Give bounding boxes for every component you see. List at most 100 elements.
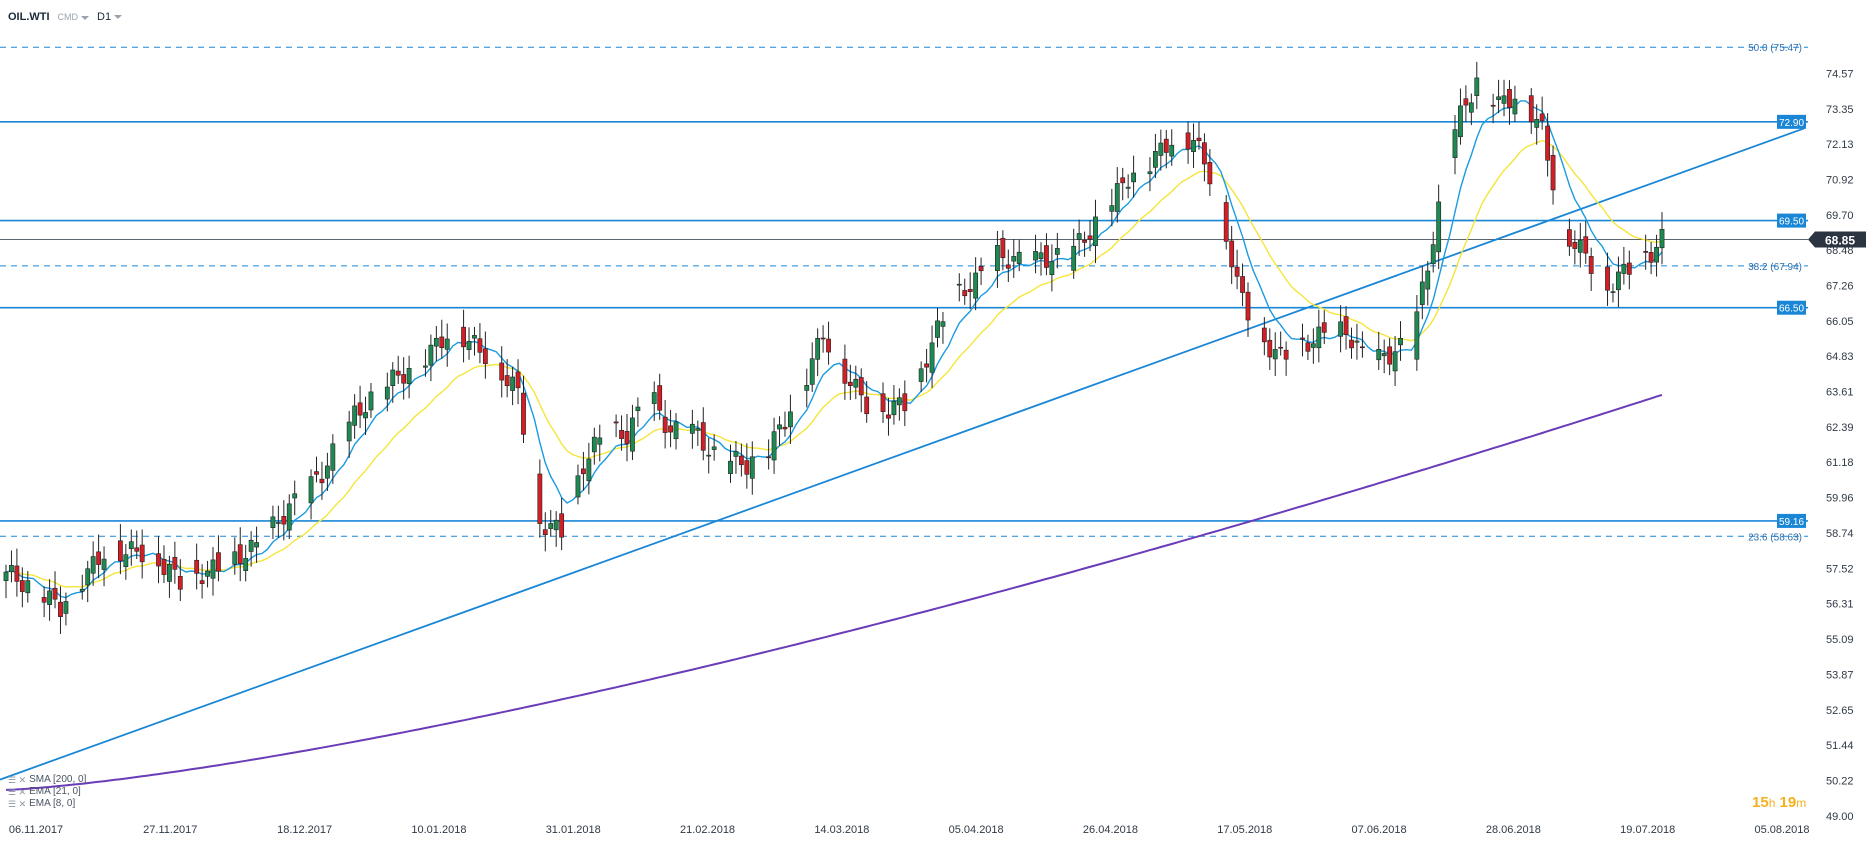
y-tick-label: 55.09 (1826, 634, 1854, 646)
legend-item-sma200[interactable]: ☰ ✕ SMA [200, 0] (8, 774, 86, 786)
candle-up (1191, 140, 1196, 152)
candle-down (1349, 339, 1354, 349)
candle-down (624, 431, 630, 445)
candle-down (1240, 276, 1245, 293)
candle-up (1071, 245, 1077, 271)
candle-down (281, 516, 287, 525)
candle-down (1648, 252, 1654, 263)
candle-down (134, 547, 140, 552)
candle-up (1501, 95, 1507, 104)
source-text: CMD (57, 12, 79, 22)
candle-up (929, 342, 935, 373)
candle-up (1125, 186, 1131, 189)
candle-up (243, 558, 249, 571)
candle-down (357, 402, 363, 416)
candle-down (19, 580, 25, 592)
candle-up (1376, 349, 1382, 361)
candle-down (117, 540, 123, 562)
chevron-down-icon (81, 15, 90, 20)
candle-up (90, 556, 96, 574)
candle-up (815, 338, 821, 360)
candle-up (689, 423, 695, 434)
symbol-label[interactable]: OIL.WTI (8, 11, 50, 23)
candle-up (711, 446, 717, 450)
candle-up (1049, 261, 1055, 275)
fibonacci-label: 50.0 (75.47) (1748, 43, 1802, 54)
candle-up (1152, 151, 1158, 168)
candle-up (1272, 349, 1278, 360)
candle-down (521, 392, 526, 435)
candle-down (766, 456, 772, 459)
candle-up (1109, 205, 1115, 212)
ema21-line (5, 139, 1663, 588)
candle-up (85, 568, 91, 586)
candle-up (308, 476, 314, 504)
candle-up (749, 456, 755, 479)
candle-down (1087, 235, 1093, 240)
candle-up (1381, 353, 1387, 357)
candle-down (1583, 236, 1589, 254)
indicator-legend: ☰ ✕ SMA [200, 0] ☰ ✕ EMA [21, 0] ☰ ✕ EMA [8… (8, 774, 86, 810)
x-tick-label: 17.05.2018 (1217, 824, 1272, 836)
candle-down (139, 544, 145, 563)
candle-up (330, 443, 336, 471)
candle-down (700, 422, 706, 451)
candle-down (1223, 202, 1229, 242)
candle-down (978, 266, 984, 272)
candle-up (1458, 105, 1463, 138)
candle-down (1120, 177, 1126, 184)
candle-down (967, 289, 973, 293)
candle-down (1626, 262, 1632, 275)
timeframe-selector[interactable]: D1 (97, 11, 123, 23)
current-price-label: 68.85 (1825, 233, 1855, 247)
candle-up (995, 244, 1000, 272)
y-tick-label: 69.70 (1826, 210, 1854, 222)
candle-up (406, 368, 412, 385)
x-tick-label: 28.06.2018 (1486, 824, 1541, 836)
candle-up (891, 400, 897, 416)
timeframe-text: D1 (97, 11, 112, 23)
candle-down (199, 580, 205, 584)
candle-up (896, 397, 902, 406)
candle-up (275, 522, 281, 524)
candle-down (962, 290, 968, 297)
candle-down (1202, 142, 1207, 165)
candle-up (1474, 77, 1480, 97)
candle-up (788, 411, 793, 428)
x-tick-label: 07.06.2018 (1352, 824, 1407, 836)
candle-up (630, 417, 635, 452)
candle-down (1528, 95, 1534, 123)
x-tick-label: 10.01.2018 (411, 824, 466, 836)
candle-up (25, 580, 31, 594)
candle-down (858, 377, 864, 396)
candle-up (1610, 291, 1616, 293)
candle-up (248, 539, 254, 552)
candle-up (1577, 239, 1583, 253)
legend-item-ema21[interactable]: ☰ ✕ EMA [21, 0] (8, 786, 86, 798)
candle-up (1011, 256, 1017, 262)
candle-down (537, 473, 543, 524)
candle-down (1196, 137, 1202, 142)
candle-down (161, 558, 167, 575)
y-tick-label: 53.87 (1826, 670, 1854, 682)
candle-up (1054, 248, 1060, 255)
fibonacci-label: 38.2 (67.94) (1748, 262, 1802, 273)
legend-item-ema8[interactable]: ☰ ✕ EMA [8, 0] (8, 798, 86, 810)
x-tick-label: 31.01.2018 (546, 824, 601, 836)
y-tick-label: 73.35 (1826, 104, 1854, 116)
candle-up (3, 571, 9, 582)
candle-up (728, 460, 733, 474)
source-label[interactable]: CMD (58, 12, 90, 22)
candle-down (1507, 89, 1512, 108)
x-tick-label: 27.11.2017 (143, 824, 197, 836)
candle-up (167, 563, 172, 582)
y-tick-label: 52.65 (1826, 705, 1854, 717)
candle-down (1185, 132, 1191, 150)
candle-down (782, 426, 788, 430)
candle-up (809, 358, 815, 385)
candle-up (1654, 246, 1659, 263)
candle-down (1643, 250, 1649, 253)
candle-down (237, 544, 243, 564)
y-tick-label: 63.61 (1826, 387, 1854, 399)
